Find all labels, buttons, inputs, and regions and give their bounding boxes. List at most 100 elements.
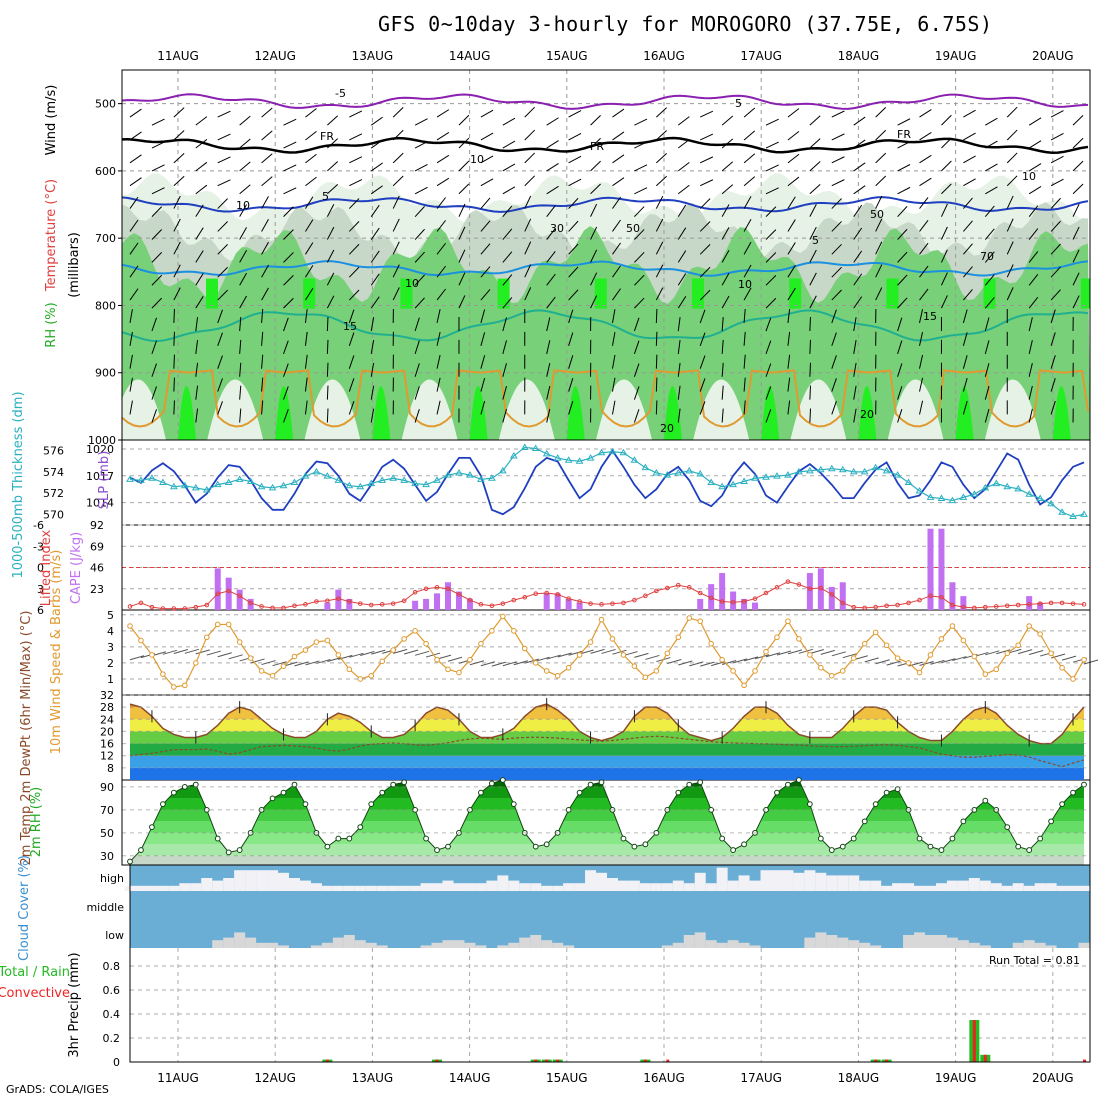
- precip-conv-bar: [545, 1059, 549, 1062]
- wind-barb: [217, 244, 228, 255]
- wind-barb: [370, 162, 383, 172]
- surface-wind-barb: [612, 649, 627, 655]
- wind-speed-point: [324, 637, 331, 644]
- cape-bar: [1037, 602, 1044, 610]
- li-point: [741, 599, 747, 604]
- thickness-point: [805, 466, 814, 474]
- thickness-point: [235, 475, 244, 482]
- wind-barb: [173, 264, 181, 278]
- wind-barb: [919, 309, 924, 324]
- rh-point: [785, 781, 791, 788]
- upper-air-axis-label: Wind (m/s): [44, 85, 59, 156]
- wind-barb: [941, 160, 952, 172]
- rh-point: [1004, 824, 1011, 830]
- wind-barb: [897, 206, 908, 217]
- cape-bar: [346, 598, 353, 610]
- rh-point: [357, 824, 364, 830]
- thickness-point: [751, 474, 759, 481]
- wind-barb: [304, 354, 308, 369]
- surface-wind-barb: [722, 660, 737, 666]
- wind-barb: [261, 377, 264, 392]
- wind-barb: [633, 386, 640, 400]
- thickness-point: [1047, 499, 1055, 507]
- thickness-point: [795, 467, 803, 475]
- low-cloud-bar: [278, 945, 290, 948]
- high-cloud-bar: [650, 883, 662, 891]
- thickness-point: [191, 483, 200, 491]
- convective-label: Convective: [0, 986, 70, 1001]
- low-cloud-bar: [267, 942, 279, 948]
- wind-barb: [611, 354, 616, 369]
- rh-point: [916, 835, 923, 842]
- wind-barb: [370, 408, 375, 423]
- wind-barb: [326, 408, 329, 423]
- wind-barb: [875, 264, 883, 278]
- surface-wind-barb: [1061, 655, 1077, 661]
- wind-barb: [787, 219, 796, 232]
- wind-barb: [305, 130, 317, 141]
- wind-barb: [743, 219, 752, 232]
- wind-speed-point: [269, 672, 276, 679]
- surface-wind-barb: [305, 660, 320, 666]
- surface-wind-barb: [425, 652, 441, 658]
- cape-tick: 92: [90, 519, 104, 532]
- wind-barb: [546, 185, 559, 195]
- temp-band: [130, 704, 1084, 708]
- surface-wind-barb: [480, 661, 496, 667]
- surface-wind-barb: [590, 648, 605, 654]
- isotherm-20: [121, 369, 1089, 428]
- li-point: [632, 597, 637, 603]
- surface-wind-barb: [732, 658, 748, 664]
- surface-wind-barb: [765, 652, 781, 658]
- wind-barb: [392, 241, 400, 255]
- wind-speed-point: [138, 637, 144, 644]
- wind-speed-point: [653, 668, 660, 674]
- wind-barb: [963, 289, 973, 301]
- rh-point: [620, 835, 627, 842]
- wind-barb: [305, 242, 314, 255]
- surface-wind-barb: [798, 648, 814, 654]
- thickness-point: [268, 483, 277, 491]
- high-cloud-bar: [628, 880, 640, 891]
- wind-barb: [1050, 378, 1056, 392]
- wind-barb: [370, 296, 380, 309]
- wind-speed-point: [313, 639, 320, 645]
- thickness-point: [740, 477, 748, 484]
- thickness-point: [389, 474, 398, 481]
- wind-barb: [809, 295, 817, 309]
- wind-barb: [1072, 137, 1084, 149]
- pressure-tick: 500: [95, 98, 116, 111]
- thickness-point: [926, 493, 935, 500]
- wind-barb: [195, 161, 208, 172]
- thickness-point: [1003, 482, 1012, 490]
- wind-speed-point: [675, 634, 682, 641]
- wind-speed-point: [861, 640, 868, 647]
- wind-barb: [370, 250, 380, 263]
- wind-barb: [436, 288, 446, 301]
- date-label-bottom: 17AUG: [740, 1071, 782, 1085]
- wind-barb: [919, 154, 932, 164]
- wind-barb: [436, 309, 441, 324]
- high-cloud-bar: [1034, 883, 1046, 891]
- low-cloud-bar: [694, 932, 706, 948]
- wind-barb: [414, 340, 420, 355]
- low-cloud-bar: [859, 942, 871, 948]
- surface-wind-barb: [941, 658, 956, 664]
- rh-point: [806, 801, 813, 808]
- wind-barb: [195, 139, 208, 149]
- wind-speed-point: [1026, 623, 1032, 629]
- li-point: [555, 592, 560, 597]
- wind-speed-point: [883, 642, 890, 649]
- li-point: [1059, 600, 1065, 606]
- contour-label: 10: [470, 153, 484, 166]
- rh-point: [697, 779, 704, 786]
- wind-barb: [787, 265, 796, 278]
- wind-barb: [348, 289, 360, 301]
- surface-wind-barb: [787, 649, 803, 655]
- wind-barb: [239, 115, 251, 126]
- wind-barb: [940, 249, 948, 263]
- wind-barb: [129, 219, 139, 232]
- thickness-point: [477, 475, 485, 482]
- thickness-point: [531, 444, 540, 451]
- low-cloud-bar: [365, 942, 377, 948]
